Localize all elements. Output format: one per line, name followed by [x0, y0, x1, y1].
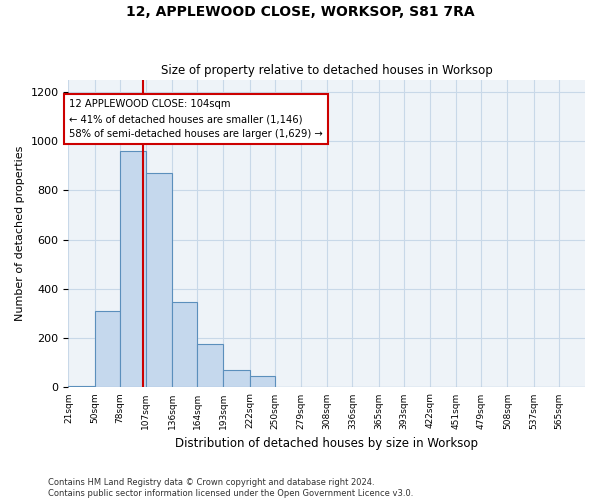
Bar: [95, 311, 120, 388]
Bar: [146, 173, 172, 388]
Bar: [508, 386, 533, 388]
Bar: [68, 386, 95, 388]
Bar: [275, 386, 301, 388]
Bar: [223, 370, 250, 388]
Y-axis label: Number of detached properties: Number of detached properties: [15, 146, 25, 321]
X-axis label: Distribution of detached houses by size in Worksop: Distribution of detached houses by size …: [175, 437, 478, 450]
Bar: [456, 386, 481, 388]
Bar: [197, 344, 223, 388]
Text: 12, APPLEWOOD CLOSE, WORKSOP, S81 7RA: 12, APPLEWOOD CLOSE, WORKSOP, S81 7RA: [125, 5, 475, 19]
Text: 12 APPLEWOOD CLOSE: 104sqm
← 41% of detached houses are smaller (1,146)
58% of s: 12 APPLEWOOD CLOSE: 104sqm ← 41% of deta…: [70, 100, 323, 139]
Text: Contains HM Land Registry data © Crown copyright and database right 2024.
Contai: Contains HM Land Registry data © Crown c…: [48, 478, 413, 498]
Title: Size of property relative to detached houses in Worksop: Size of property relative to detached ho…: [161, 64, 493, 77]
Bar: [250, 376, 275, 388]
Bar: [172, 302, 197, 388]
Bar: [120, 151, 146, 388]
